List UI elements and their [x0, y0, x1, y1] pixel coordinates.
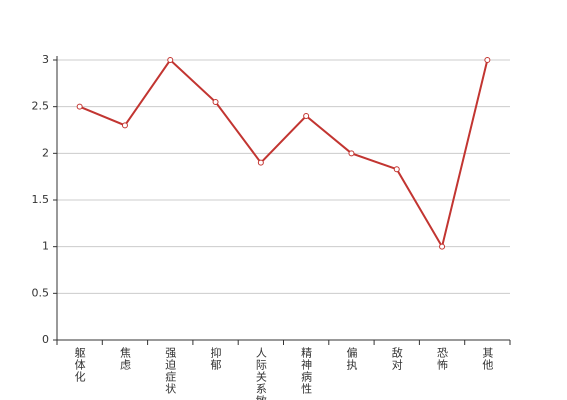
- x-tick-label: 其他: [481, 347, 494, 371]
- x-tick-label: 抑郁: [209, 346, 222, 371]
- point: [393, 166, 400, 173]
- x-tick-label: 人际关系敏感: [254, 347, 267, 400]
- y-tick-label: 1: [42, 240, 49, 253]
- point: [348, 150, 355, 157]
- point: [212, 99, 219, 105]
- point: [439, 243, 446, 250]
- x-tick-label: 偏执: [345, 346, 358, 371]
- y-tick-label: 2.5: [32, 100, 50, 113]
- y-tick-label: 0: [42, 333, 49, 346]
- x-tick-label: 焦虑: [118, 347, 131, 371]
- x-tick-label: 恐怖: [436, 347, 449, 371]
- x-tick-label: 精神病性: [300, 347, 313, 395]
- point: [303, 113, 310, 119]
- line: [79, 58, 489, 250]
- point: [76, 103, 83, 110]
- x-tick-label: 躯体化: [73, 347, 86, 383]
- y-tick-label: 1.5: [32, 193, 50, 206]
- x-tick-label: 敌对: [390, 346, 403, 371]
- point: [257, 159, 264, 166]
- point: [121, 122, 128, 129]
- y-tick-label: 3: [42, 53, 49, 66]
- point: [484, 57, 491, 63]
- point: [167, 57, 174, 63]
- y-tick-label: 0.5: [32, 286, 50, 299]
- y-tick-label: 2: [42, 146, 49, 159]
- x-tick-label: 强迫症状: [164, 347, 177, 395]
